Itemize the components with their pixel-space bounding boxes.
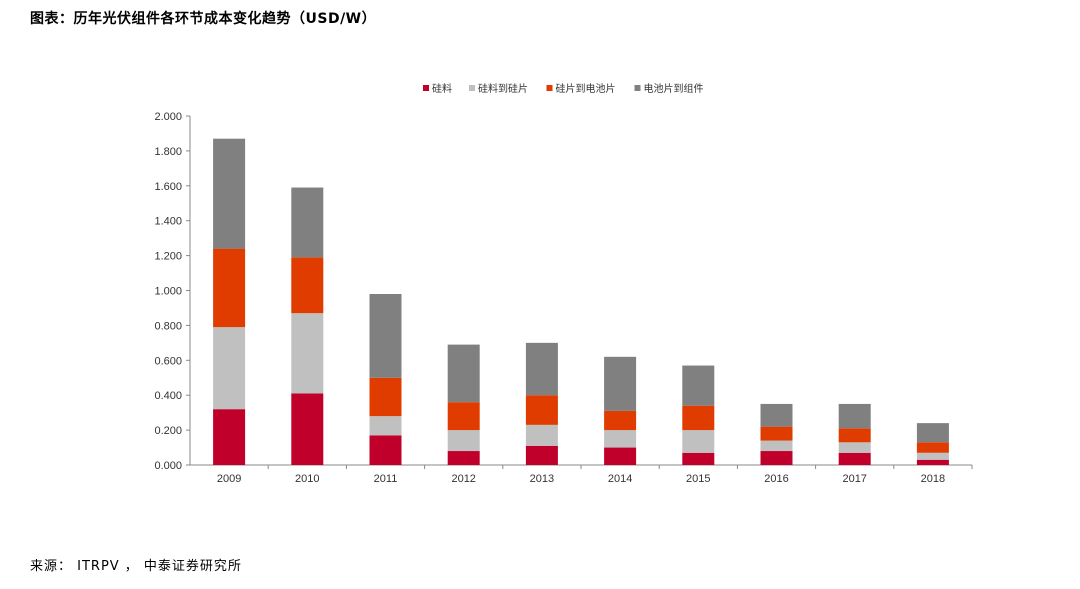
- bar-segment-1: [447, 430, 480, 452]
- legend-swatch: [546, 85, 553, 91]
- bar-segment-1: [838, 442, 871, 453]
- bar-segment-2: [760, 426, 793, 441]
- legend-label: 硅片到电池片: [556, 82, 616, 95]
- bar-segment-3: [604, 356, 637, 411]
- legend-swatch: [469, 85, 475, 91]
- bar-segment-3: [760, 403, 793, 427]
- bar-segment-1: [916, 452, 949, 460]
- bar-segment-3: [682, 365, 715, 406]
- legend: 硅料 硅料到硅片 硅片到电池片 电池片到组件: [423, 82, 704, 95]
- y-tick-label: 0.000: [154, 460, 182, 472]
- bar-segment-1: [369, 416, 402, 436]
- source-note: 来源： ITRPV ， 中泰证券研究所: [30, 559, 242, 574]
- y-axis: 0.000 0.200 0.400 0.600 0.800 1.000 1.200 1.400…: [154, 111, 191, 472]
- bar-segment-0: [525, 445, 558, 465]
- bar-segment-0: [682, 452, 715, 465]
- legend-label: 硅料到硅片: [478, 82, 528, 95]
- y-tick-label: 2.000: [154, 111, 182, 123]
- x-tick-label: 2009: [217, 473, 241, 485]
- bar-segment-2: [291, 257, 324, 314]
- bar-segment-2: [916, 442, 949, 453]
- bar-segment-0: [291, 393, 324, 465]
- bar-segment-0: [213, 409, 246, 465]
- bar-segment-3: [447, 344, 480, 403]
- bar-segment-3: [838, 403, 871, 429]
- bar-segment-2: [604, 410, 637, 431]
- bar-segment-2: [213, 248, 246, 328]
- bar-segment-0: [604, 447, 637, 465]
- legend-swatch: [634, 85, 641, 91]
- x-tick-label: 2014: [608, 473, 632, 485]
- bar-segment-3: [525, 342, 558, 396]
- x-tick-label: 2017: [842, 473, 866, 485]
- y-tick-label: 1.200: [154, 251, 182, 263]
- x-axis: 2009 2010 2011 2012 2013 2014 2015 2016 2017 2018: [190, 464, 973, 485]
- bar-segment-0: [838, 452, 871, 465]
- bars: [213, 138, 949, 465]
- bar-segment-2: [369, 377, 402, 417]
- legend-label: 电池片到组件: [644, 82, 704, 95]
- chart-title: 图表：历年光伏组件各环节成本变化趋势（USD/W）: [30, 11, 377, 27]
- x-tick-label: 2011: [374, 473, 398, 485]
- bar-segment-1: [291, 313, 324, 394]
- bar-segment-3: [916, 423, 949, 443]
- y-tick-label: 0.600: [154, 355, 182, 367]
- y-tick-label: 0.200: [154, 425, 182, 437]
- y-tick-label: 0.800: [154, 320, 182, 332]
- stacked-bar-chart: 硅料 硅料到硅片 硅片到电池片 电池片到组件 0.000 0.200 0.400 0.600…: [154, 82, 973, 485]
- legend-swatch: [423, 85, 429, 91]
- bar-segment-2: [447, 402, 480, 431]
- x-tick-label: 2010: [295, 473, 319, 485]
- bar-segment-3: [213, 138, 246, 249]
- bar-segment-0: [369, 435, 402, 465]
- bar-segment-0: [760, 451, 793, 465]
- y-tick-label: 1.600: [154, 181, 182, 193]
- x-tick-label: 2012: [451, 473, 475, 485]
- bar-segment-0: [916, 459, 949, 465]
- x-tick-label: 2015: [686, 473, 710, 485]
- x-tick-label: 2013: [530, 473, 554, 485]
- y-tick-label: 1.800: [154, 146, 182, 158]
- bar-segment-2: [525, 395, 558, 425]
- bar-segment-0: [447, 451, 480, 465]
- bar-segment-1: [682, 430, 715, 453]
- bar-segment-1: [760, 440, 793, 452]
- bar-segment-1: [525, 424, 558, 446]
- x-tick-label: 2018: [921, 473, 945, 485]
- y-tick-label: 1.400: [154, 216, 182, 228]
- bar-segment-2: [838, 428, 871, 443]
- bar-segment-2: [682, 405, 715, 431]
- bar-segment-3: [291, 187, 324, 258]
- bar-segment-1: [604, 430, 637, 448]
- y-tick-label: 0.400: [154, 390, 182, 402]
- legend-label: 硅料: [432, 82, 452, 95]
- y-tick-label: 1.000: [154, 286, 182, 298]
- bar-segment-3: [369, 293, 402, 378]
- bar-segment-1: [213, 327, 246, 410]
- x-tick-label: 2016: [764, 473, 788, 485]
